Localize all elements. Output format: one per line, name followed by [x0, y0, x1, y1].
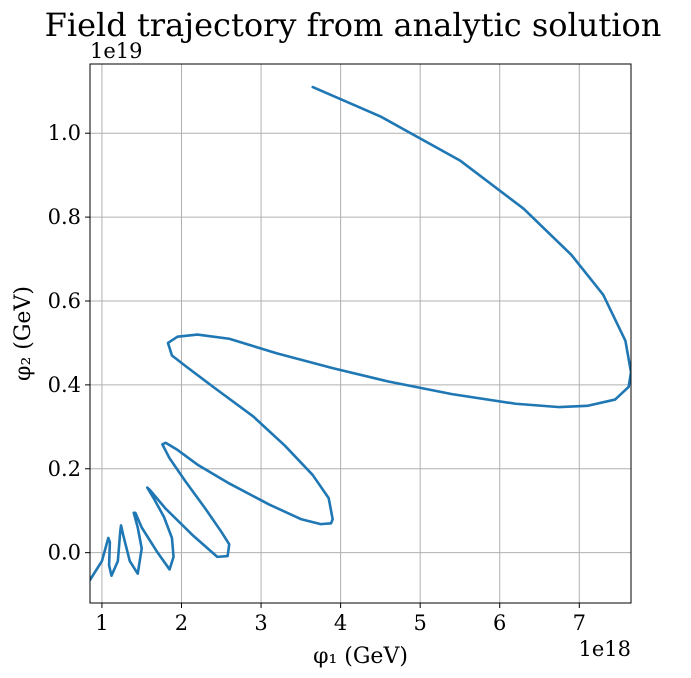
y-offset-label: 1e19	[90, 39, 143, 63]
x-tick-label: 2	[175, 611, 188, 635]
y-tick-label: 0.6	[48, 289, 81, 313]
x-tick-label: 6	[493, 611, 506, 635]
x-tick-label: 3	[254, 611, 267, 635]
x-tick-label: 1	[95, 611, 108, 635]
x-tick-label: 5	[413, 611, 426, 635]
y-tick-label: 1.0	[48, 121, 81, 145]
x-offset-label: 1e18	[578, 637, 631, 661]
y-tick-label: 0.4	[48, 373, 81, 397]
y-tick-label: 0.8	[48, 205, 81, 229]
trajectory-line	[90, 85, 631, 582]
chart-title: Field trajectory from analytic solution	[45, 6, 662, 44]
x-tick-label: 4	[334, 611, 347, 635]
y-axis-ticks: 0.0 0.2 0.4 0.6 0.8 1.0	[48, 121, 90, 565]
x-axis-label: φ₁ (GeV)	[313, 644, 408, 669]
grid-lines	[90, 64, 631, 603]
plot-frame	[89, 63, 632, 604]
series-group	[90, 85, 631, 582]
x-axis-ticks: 1 2 3 4 5 6 7	[95, 603, 586, 635]
y-axis-label: φ₂ (GeV)	[11, 286, 36, 381]
y-tick-label: 0.2	[48, 457, 81, 481]
x-tick-label: 7	[573, 611, 586, 635]
y-tick-label: 0.0	[48, 541, 81, 565]
